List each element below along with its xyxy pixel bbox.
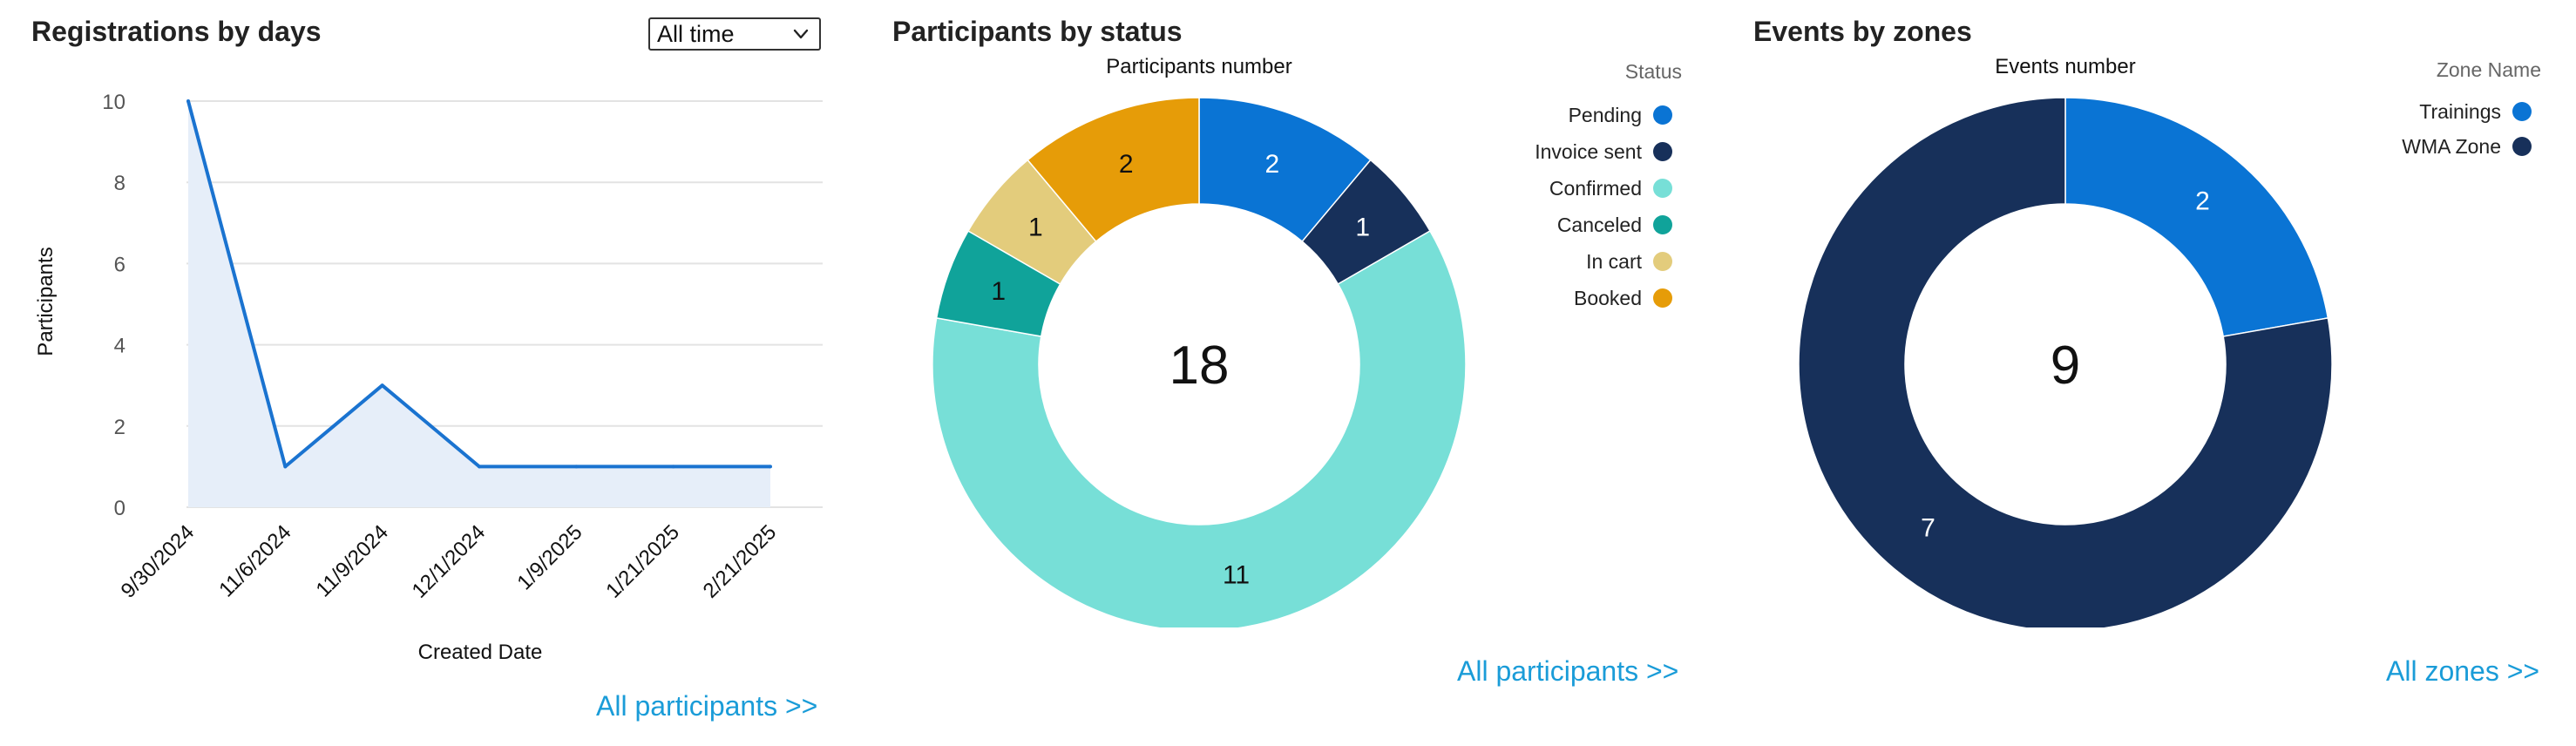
all-participants-link[interactable]: All participants >> xyxy=(1457,655,1679,687)
legend-label: Pending xyxy=(1569,104,1642,126)
chevron-down-icon xyxy=(793,29,809,39)
chart-title: Participants number xyxy=(1106,55,1291,78)
legend-swatch xyxy=(1653,215,1672,234)
y-tick-label: 10 xyxy=(102,91,125,114)
y-tick-label: 2 xyxy=(114,416,125,439)
slice-value-label: 2 xyxy=(2195,186,2210,215)
data-point xyxy=(186,99,190,103)
legend-title: Zone Name xyxy=(2437,58,2541,81)
y-axis-label: Participants xyxy=(34,247,58,356)
slice-value-label: 1 xyxy=(1355,214,1370,242)
legend-swatch xyxy=(1653,105,1672,125)
x-tick-label: 11/9/2024 xyxy=(312,520,393,601)
slice-value-label: 1 xyxy=(1028,214,1043,242)
data-point xyxy=(574,465,579,469)
legend-swatch xyxy=(1653,252,1672,271)
legend-swatch xyxy=(1653,288,1672,308)
donut-total: 18 xyxy=(1169,336,1230,396)
registrations-panel: Registrations by days All time 0 2 4 6 8 10 9/… xyxy=(31,0,842,746)
x-axis-label: Created Date xyxy=(418,641,543,664)
legend-label: WMA Zone xyxy=(2402,135,2501,158)
x-tick-label: 1/21/2025 xyxy=(601,520,684,603)
all-participants-link[interactable]: All participants >> xyxy=(596,690,818,722)
y-tick-label: 0 xyxy=(114,497,125,520)
donut-slice xyxy=(1027,97,1200,243)
status-panel: Participants by status Participants numb… xyxy=(892,0,1703,746)
legend-title: Status xyxy=(1625,60,1682,83)
x-tick-label: 9/30/2024 xyxy=(117,520,200,603)
data-point xyxy=(380,383,384,388)
x-tick-label: 1/9/2025 xyxy=(512,520,586,594)
zones-title: Events by zones xyxy=(1753,16,1972,47)
series-line xyxy=(186,100,770,469)
legend-swatch xyxy=(1653,142,1672,161)
time-range-value: All time xyxy=(657,21,735,47)
donut-total: 9 xyxy=(2051,336,2080,396)
legend-label: Booked xyxy=(1574,287,1642,309)
events-zones-donut-chart: Events number 2 7 9 Zone Name Trainings WMA Zo… xyxy=(1798,55,2541,627)
zones-panel: Events by zones Events number 2 7 9 Zone Nam… xyxy=(1753,0,2564,746)
donut-slice xyxy=(1798,97,2333,627)
slice-value-label: 1 xyxy=(991,277,1006,306)
y-tick-label: 4 xyxy=(114,335,125,358)
legend-swatch xyxy=(2512,102,2532,121)
x-tick-label: 2/21/2025 xyxy=(699,520,782,603)
slice-value-label: 2 xyxy=(1264,150,1279,179)
x-tick-label: 12/1/2024 xyxy=(408,520,491,603)
data-point xyxy=(671,465,675,469)
participants-status-donut-chart: Participants number211111218StatusPendin… xyxy=(932,55,1682,627)
registrations-line-chart: 0 2 4 6 8 10 9/30/2024 11/6/2024 11/9/2024 12/1/2… xyxy=(34,91,823,664)
slice-value-label: 11 xyxy=(1223,560,1250,589)
y-tick-label: 6 xyxy=(114,253,125,276)
legend-label: Confirmed xyxy=(1549,177,1642,200)
time-range-select[interactable]: All time xyxy=(648,17,821,51)
legend-swatch xyxy=(2512,137,2532,156)
legend-label: Invoice sent xyxy=(1535,140,1642,163)
legend-label: In cart xyxy=(1586,250,1643,273)
donut-slice xyxy=(932,229,1467,627)
status-title: Participants by status xyxy=(892,16,1183,47)
data-point xyxy=(769,465,772,469)
slice-value-label: 7 xyxy=(1921,514,1935,543)
donut-slice xyxy=(2064,97,2329,337)
slice-value-label: 2 xyxy=(1119,150,1134,179)
legend-label: Trainings xyxy=(2419,100,2501,123)
x-tick-label: 11/6/2024 xyxy=(214,520,295,601)
series-area xyxy=(188,101,770,507)
legend-label: Canceled xyxy=(1557,214,1642,236)
registrations-title: Registrations by days xyxy=(31,16,322,47)
legend-swatch xyxy=(1653,179,1672,198)
y-tick-label: 8 xyxy=(114,172,125,195)
data-point xyxy=(283,465,288,469)
chart-title: Events number xyxy=(1995,55,2135,78)
data-point xyxy=(478,465,481,469)
all-zones-link[interactable]: All zones >> xyxy=(2386,655,2540,687)
